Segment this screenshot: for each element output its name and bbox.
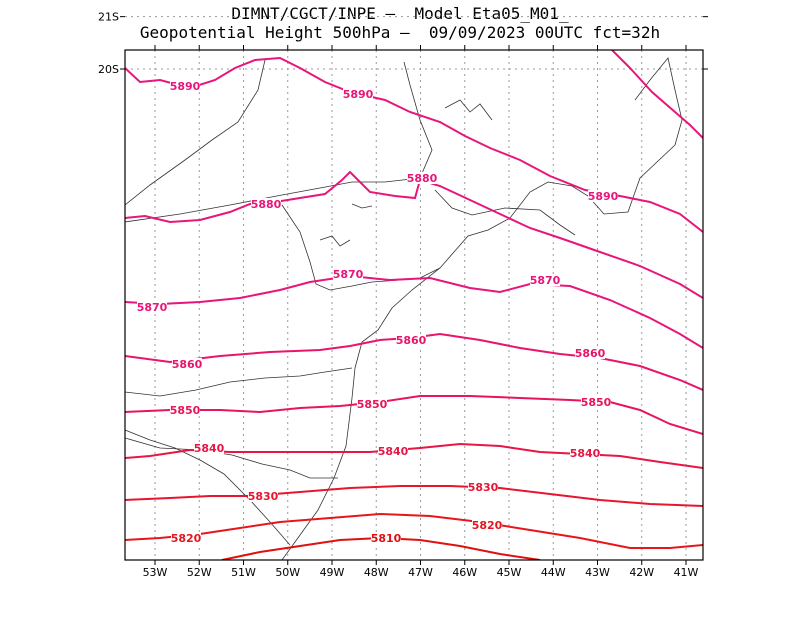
lon-label-48W: 48W — [364, 566, 389, 579]
contour-5890-west — [125, 56, 703, 233]
contour-label-bg-5830-0 — [248, 490, 278, 502]
state-border-sc-rs — [125, 437, 338, 479]
contour-label-5830-0: 5830 — [248, 490, 279, 503]
contour-label-bg-5890-1 — [343, 88, 373, 100]
contour-label-5890-2: 5890 — [588, 190, 619, 203]
contour-label-5890-0: 5890 — [170, 80, 201, 93]
contour-label-bg-5850-2 — [581, 396, 611, 408]
contour-label-bg-5890-0 — [170, 80, 200, 92]
contour-label-5870-1: 5870 — [530, 274, 561, 287]
contour-label-bg-5860-0 — [172, 358, 202, 370]
contour-label-bg-5860-2 — [575, 347, 605, 359]
contour-labels: 5890 5890 5890 5880 5880 5870 5870 5870 5860 5860… — [137, 80, 619, 545]
contour-label-5840-2: 5840 — [570, 447, 601, 460]
contour-label-bg-5840-2 — [570, 447, 600, 459]
lat-label-21S: 21S — [98, 11, 119, 24]
contour-label-bg-5830-1 — [468, 481, 498, 493]
contour-label-5870-2: 5870 — [137, 301, 168, 314]
contour-label-5830-1: 5830 — [468, 481, 499, 494]
lon-label-51W: 51W — [231, 566, 256, 579]
contour-label-bg-5880-0 — [251, 198, 281, 210]
state-border-southwest — [125, 429, 291, 546]
title-line-2: Geopotential Height 500hPa – 09/09/2023 … — [139, 23, 661, 42]
contour-label-bg-5890-2 — [588, 190, 618, 202]
lon-label-50W: 50W — [275, 566, 300, 579]
contour-label-5840-0: 5840 — [194, 442, 225, 455]
contour-label-bg-5810-0 — [371, 532, 401, 544]
contour-label-bg-5840-0 — [194, 442, 224, 454]
map-frame — [124, 49, 704, 561]
contour-label-bg-5870-0 — [333, 268, 363, 280]
lon-label-43W: 43W — [585, 566, 610, 579]
contour-label-5820-1: 5820 — [472, 519, 503, 532]
contour-label-bg-5850-1 — [357, 398, 387, 410]
state-border-mg-rj — [434, 189, 576, 236]
contour-label-5890-1: 5890 — [343, 88, 374, 101]
contour-label-5870-0: 5870 — [333, 268, 364, 281]
lon-label-49W: 49W — [320, 566, 345, 579]
contour-5850 — [125, 395, 703, 435]
axis-ticks: 20S21S22S23S24S25S26S27S28S29S53W52W51W5… — [98, 11, 708, 579]
contour-label-5850-0: 5850 — [170, 404, 201, 417]
contour-label-bg-5860-1 — [396, 334, 426, 346]
contour-label-5860-0: 5860 — [172, 358, 203, 371]
atlantic-coastline — [281, 144, 676, 560]
contour-label-5840-1: 5840 — [378, 445, 409, 458]
title-line-1: DIMNT/CGCT/INPE – Model Eta05_M01_ — [231, 4, 569, 23]
contour-label-bg-5870-1 — [530, 274, 560, 286]
state-border-east — [634, 57, 683, 146]
contour-label-5820-0: 5820 — [171, 532, 202, 545]
lake-shapes — [319, 99, 493, 247]
contour-label-5850-2: 5850 — [581, 396, 612, 409]
contour-label-bg-5850-0 — [170, 404, 200, 416]
contour-label-bg-5820-1 — [472, 519, 502, 531]
lon-label-41W: 41W — [674, 566, 699, 579]
lon-label-44W: 44W — [541, 566, 566, 579]
lat-label-20S: 20S — [98, 63, 119, 76]
contour-label-bg-5880-1 — [407, 172, 437, 184]
coastline-borders — [125, 57, 683, 560]
contour-label-5880-0: 5880 — [251, 198, 282, 211]
lon-label-42W: 42W — [629, 566, 654, 579]
lon-label-53W: 53W — [143, 566, 168, 579]
map-title-block: DIMNT/CGCT/INPE – Model Eta05_M01_ Geopo… — [0, 4, 800, 42]
contour-label-bg-5840-1 — [378, 445, 408, 457]
contour-label-5810-0: 5810 — [371, 532, 402, 545]
grid-lines — [125, 16, 703, 560]
contour-5870 — [125, 274, 703, 349]
contour-label-5860-1: 5860 — [396, 334, 427, 347]
state-border-north — [125, 59, 266, 206]
lon-label-46W: 46W — [452, 566, 477, 579]
lon-label-47W: 47W — [408, 566, 433, 579]
contour-label-5880-1: 5880 — [407, 172, 438, 185]
lon-label-45W: 45W — [497, 566, 522, 579]
contour-5830 — [125, 485, 703, 507]
contour-label-bg-5820-0 — [171, 532, 201, 544]
lon-label-52W: 52W — [187, 566, 212, 579]
contour-label-5860-2: 5860 — [575, 347, 606, 360]
contour-5820 — [125, 512, 703, 549]
contour-5890-east — [611, 50, 703, 139]
contour-label-bg-5870-2 — [137, 301, 167, 313]
contour-5880 — [125, 170, 703, 299]
state-border-pr-sc — [125, 367, 353, 397]
contour-label-5850-1: 5850 — [357, 398, 388, 411]
